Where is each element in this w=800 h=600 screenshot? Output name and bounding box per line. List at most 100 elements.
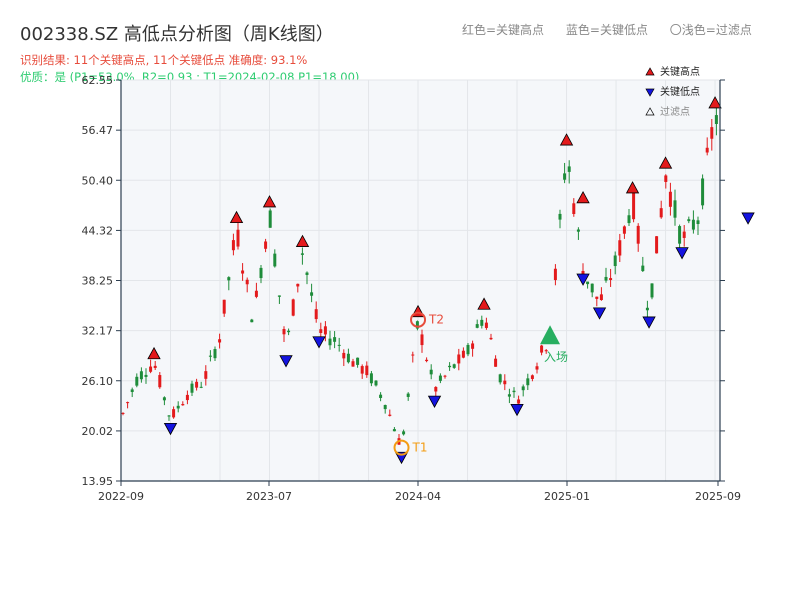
candle-body: [333, 337, 337, 342]
candle-body: [360, 366, 364, 374]
candle-body: [475, 324, 479, 328]
candle-body: [526, 378, 530, 386]
candle-body: [540, 345, 544, 353]
candle-body: [563, 173, 567, 180]
candle-body: [512, 390, 516, 393]
key-low-marker: [312, 336, 326, 349]
entry-label: 入场: [544, 350, 568, 364]
candle-body: [466, 344, 470, 355]
candle-body: [199, 386, 203, 388]
candle-body: [181, 404, 185, 406]
y-tick-label: 38.25: [82, 275, 114, 288]
candle-body: [664, 175, 668, 182]
candle-body: [705, 147, 709, 153]
legend-icon: [645, 107, 655, 116]
candle-body: [687, 219, 691, 222]
candle-body: [305, 272, 309, 275]
candle-body: [121, 412, 125, 414]
candle-body: [604, 276, 608, 281]
candle-body: [553, 268, 557, 281]
candle-body: [204, 371, 208, 379]
candle-body: [314, 309, 318, 320]
candle-body: [406, 393, 410, 397]
candle-body: [185, 394, 189, 401]
candle-body: [296, 283, 300, 287]
y-tick-label: 44.32: [82, 224, 114, 237]
candle-body: [590, 283, 594, 293]
key-high-marker: [477, 297, 491, 310]
candle-body: [176, 405, 180, 409]
candle-body: [227, 277, 231, 281]
legend-label: 过滤点: [660, 105, 690, 118]
top-legend: 红色=关键高点 蓝色=关键低点 〇浅色=过滤点: [462, 21, 770, 38]
candle-body: [328, 338, 332, 346]
x-tick-label: 2025-01: [544, 490, 590, 503]
candle-body: [530, 375, 534, 379]
candle-body: [264, 241, 268, 249]
y-tick-label: 56.47: [82, 124, 114, 137]
t1-label: T1: [412, 441, 428, 455]
candle-body: [218, 339, 222, 343]
candle-body: [231, 240, 235, 251]
candle-body: [659, 208, 663, 218]
key-low-marker: [163, 422, 178, 436]
candle-body: [595, 296, 599, 299]
candle-body: [411, 354, 415, 356]
candle-body: [250, 319, 254, 323]
key-low-marker: [427, 395, 442, 408]
candle-body: [668, 191, 672, 207]
candle-body: [448, 365, 452, 368]
candle-body: [369, 373, 373, 384]
candle-body: [365, 365, 369, 376]
candle-body: [310, 292, 314, 296]
candle-body: [139, 371, 143, 380]
x-tick-label: 2024-04: [395, 490, 441, 503]
candle-body: [632, 192, 636, 220]
key-high-marker: [262, 195, 277, 208]
candle-body: [236, 229, 240, 247]
legend-icon: [645, 67, 655, 76]
candle-body: [300, 253, 304, 255]
entry-marker: [540, 325, 561, 345]
candle-body: [544, 350, 548, 352]
candle-body: [245, 279, 249, 285]
candle-body: [641, 265, 645, 272]
candle-body: [714, 115, 718, 124]
key-high-marker: [147, 346, 161, 360]
candle-body: [346, 353, 350, 363]
candle-body: [208, 355, 212, 357]
x-tick-label: 2023-07: [246, 490, 292, 503]
candle-body: [673, 200, 677, 218]
legend-label: 关键高点: [660, 65, 700, 78]
candle-body: [618, 240, 622, 256]
legend-icon: [645, 88, 655, 97]
candles: [121, 102, 718, 445]
candle-body: [443, 375, 447, 377]
candle-body: [434, 386, 438, 392]
result-summary: 识别结果: 11个关键高点, 11个关键低点 准确度: 93.1%: [20, 53, 308, 67]
candle-body: [484, 322, 488, 328]
candle-body: [696, 220, 700, 225]
candle-body: [135, 376, 139, 386]
candle-body: [494, 358, 498, 367]
key-high-marker: [576, 190, 590, 204]
candle-body: [259, 267, 263, 279]
legend-label: 关键低点: [660, 85, 700, 98]
candle-body: [710, 127, 714, 139]
top-legend-low: 蓝色=关键低点: [565, 23, 648, 37]
candle-body: [287, 330, 291, 333]
candle-body: [678, 226, 682, 244]
candle-body: [213, 349, 217, 359]
t2-marker: [410, 311, 427, 328]
candle-body: [277, 295, 281, 297]
candle-body: [701, 178, 705, 206]
candle-body: [457, 354, 461, 364]
candle-body: [268, 210, 272, 228]
candle-body: [480, 319, 484, 326]
candle-body: [126, 402, 130, 404]
candle-body: [351, 361, 355, 367]
key-low-marker: [592, 307, 607, 320]
candle-body: [254, 290, 258, 297]
candle-body: [429, 369, 433, 375]
key-high-marker: [229, 210, 244, 224]
